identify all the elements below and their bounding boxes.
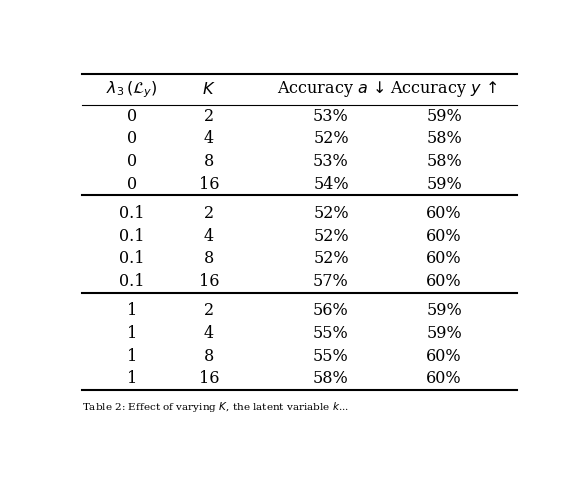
- Text: 16: 16: [199, 370, 219, 387]
- Text: 4: 4: [204, 228, 214, 245]
- Text: 1: 1: [127, 302, 137, 319]
- Text: 2: 2: [204, 302, 214, 319]
- Text: 59%: 59%: [426, 302, 462, 319]
- Text: 54%: 54%: [313, 175, 349, 193]
- Text: Table 2: Effect of varying $K$, the latent variable $k$...: Table 2: Effect of varying $K$, the late…: [82, 399, 349, 414]
- Text: 60%: 60%: [426, 273, 462, 290]
- Text: 55%: 55%: [313, 325, 349, 342]
- Text: 2: 2: [204, 205, 214, 222]
- Text: 0: 0: [127, 175, 137, 193]
- Text: 52%: 52%: [313, 228, 349, 245]
- Text: 59%: 59%: [426, 325, 462, 342]
- Text: 57%: 57%: [313, 273, 349, 290]
- Text: 0.1: 0.1: [119, 228, 145, 245]
- Text: 16: 16: [199, 175, 219, 193]
- Text: 0.1: 0.1: [119, 205, 145, 222]
- Text: 0.1: 0.1: [119, 250, 145, 267]
- Text: 52%: 52%: [313, 130, 349, 147]
- Text: 0: 0: [127, 108, 137, 124]
- Text: $K$: $K$: [202, 81, 215, 98]
- Text: 1: 1: [127, 370, 137, 387]
- Text: 58%: 58%: [313, 370, 349, 387]
- Text: 0: 0: [127, 153, 137, 170]
- Text: 52%: 52%: [313, 250, 349, 267]
- Text: 1: 1: [127, 325, 137, 342]
- Text: 0.1: 0.1: [119, 273, 145, 290]
- Text: 8: 8: [204, 153, 214, 170]
- Text: 60%: 60%: [426, 370, 462, 387]
- Text: 1: 1: [127, 347, 137, 365]
- Text: Accuracy $y\,\uparrow$: Accuracy $y\,\uparrow$: [390, 79, 498, 99]
- Text: 60%: 60%: [426, 205, 462, 222]
- Text: 58%: 58%: [426, 130, 462, 147]
- Text: 55%: 55%: [313, 347, 349, 365]
- Text: 8: 8: [204, 250, 214, 267]
- Text: 59%: 59%: [426, 175, 462, 193]
- Text: 53%: 53%: [313, 108, 349, 124]
- Text: 60%: 60%: [426, 228, 462, 245]
- Text: 0: 0: [127, 130, 137, 147]
- Text: 56%: 56%: [313, 302, 349, 319]
- Text: 58%: 58%: [426, 153, 462, 170]
- Text: 53%: 53%: [313, 153, 349, 170]
- Text: 8: 8: [204, 347, 214, 365]
- Text: Accuracy $a\,\downarrow$: Accuracy $a\,\downarrow$: [277, 79, 385, 99]
- Text: 59%: 59%: [426, 108, 462, 124]
- Text: 60%: 60%: [426, 347, 462, 365]
- Text: $\lambda_3\,(\mathcal{L}_y)$: $\lambda_3\,(\mathcal{L}_y)$: [106, 79, 158, 99]
- Text: 16: 16: [199, 273, 219, 290]
- Text: 4: 4: [204, 130, 214, 147]
- Text: 60%: 60%: [426, 250, 462, 267]
- Text: 4: 4: [204, 325, 214, 342]
- Text: 52%: 52%: [313, 205, 349, 222]
- Text: 2: 2: [204, 108, 214, 124]
